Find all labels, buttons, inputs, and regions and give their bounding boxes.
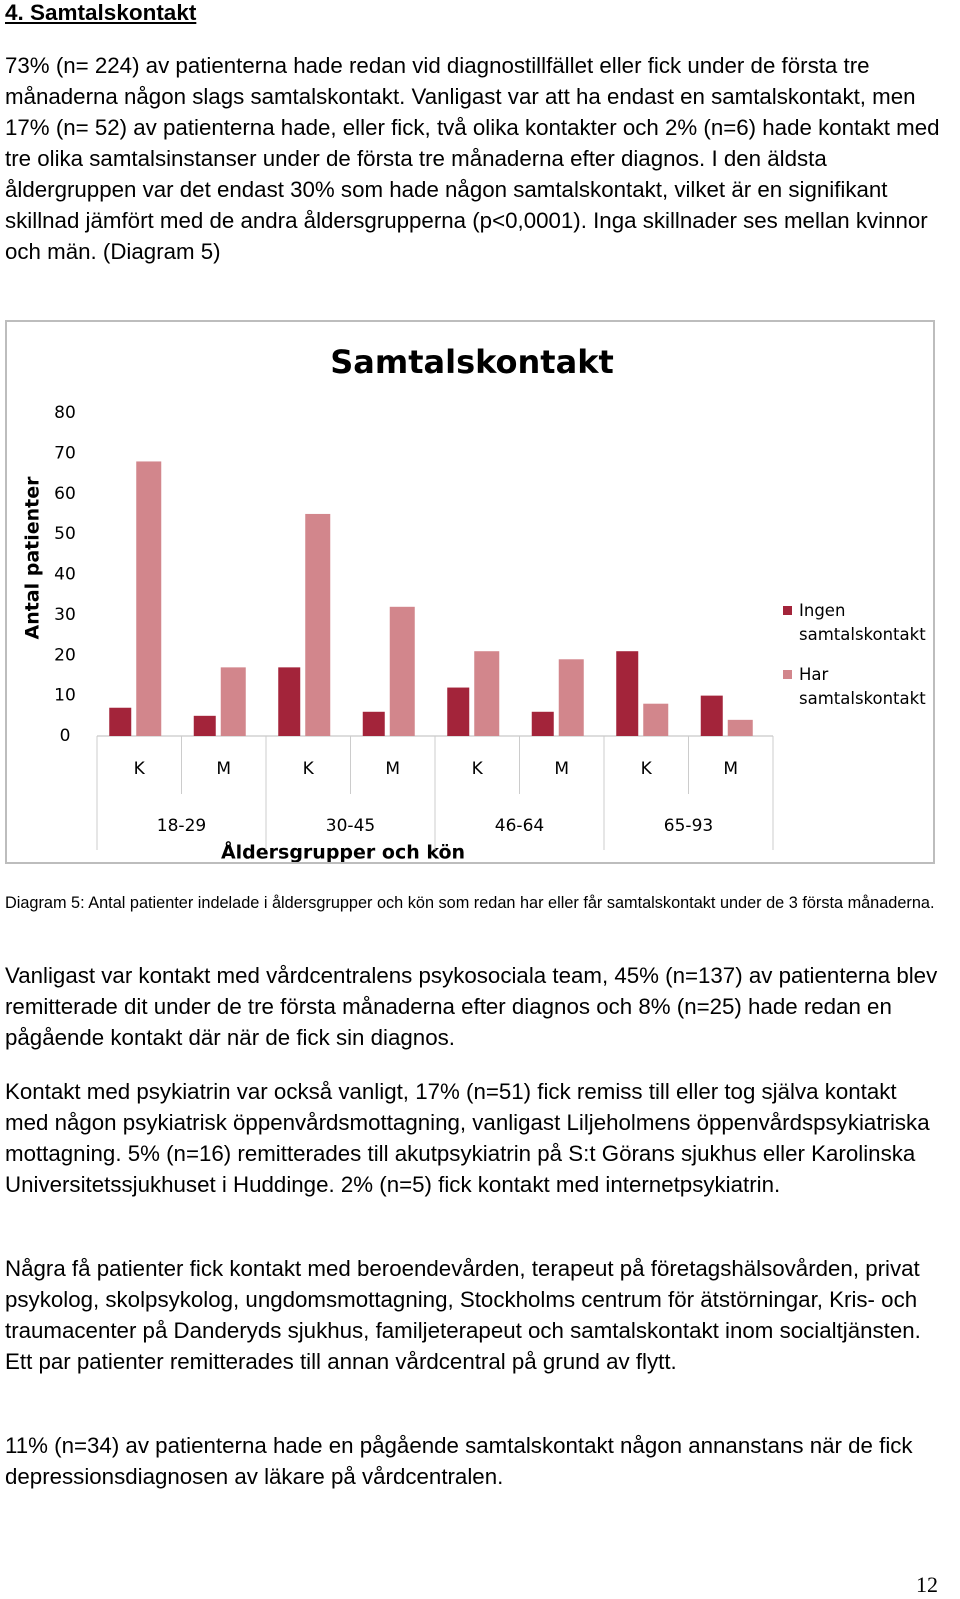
bar [362,711,385,736]
bar [193,715,216,736]
paragraph: Kontakt med psykiatrin var också vanligt… [5,1079,930,1197]
bar [474,651,500,736]
page-number: 12 [916,1572,938,1597]
bar [558,659,584,736]
bar [220,667,246,736]
bar [616,651,639,736]
group-label: 65-93 [664,816,713,836]
bar [389,606,415,736]
bar [700,695,723,736]
y-tick-label: 70 [54,443,76,463]
x-tick-label: M [554,759,569,779]
x-tick-label: M [385,759,400,779]
legend-item: Ingen samtalskontakt [783,599,929,647]
paragraph: Vanligast var kontakt med vårdcentralens… [5,963,938,1050]
legend-swatch [783,606,792,615]
y-tick-label: 10 [54,686,76,706]
y-tick-label: 40 [54,565,76,585]
group-label: 46-64 [495,816,544,836]
x-tick-label: M [723,759,738,779]
bar [278,667,301,736]
x-tick-label: K [303,759,315,779]
x-axis-label: Åldersgrupper och kön [221,840,465,863]
caption: Diagram 5: Antal patienter indelade i ål… [5,894,935,912]
heading: 4. Samtalskontakt [5,0,197,25]
x-tick-label: K [134,759,146,779]
bar [136,461,162,736]
y-tick-label: 50 [54,524,76,544]
y-tick-label: 0 [60,726,71,746]
y-axis-label: Antal patienter [22,476,44,640]
y-tick-label: 60 [54,484,76,504]
bar [447,687,470,736]
chart-title: Samtalskontakt [330,343,614,381]
x-tick-label: K [472,759,484,779]
legend-item: Har samtalskontakt [783,663,929,711]
bar [643,703,669,736]
paragraph: Några få patienter fick kontakt med bero… [5,1256,921,1374]
paragraph: 11% (n=34) av patienterna hade en pågåen… [5,1433,913,1489]
group-label: 18-29 [157,816,206,836]
legend: Ingen samtalskontakt Har samtalskontakt [783,599,929,727]
legend-swatch [783,670,792,679]
bar [727,719,753,736]
x-tick-label: K [641,759,653,779]
bar [531,711,554,736]
group-label: 30-45 [326,816,375,836]
legend-label: Har samtalskontakt [799,665,926,708]
x-tick-label: M [216,759,231,779]
y-tick-label: 80 [54,403,76,423]
bar [109,707,132,736]
legend-label: Ingen samtalskontakt [799,601,926,644]
paragraph: 73% (n= 224) av patienterna hade redan v… [5,53,940,264]
y-tick-label: 30 [54,605,76,625]
bar [305,513,331,736]
chart: Samtalskontakt Antal patienter Åldersgru… [22,343,774,864]
chart-box: Samtalskontakt Antal patienter Åldersgru… [5,320,935,864]
y-tick-label: 20 [54,645,76,665]
